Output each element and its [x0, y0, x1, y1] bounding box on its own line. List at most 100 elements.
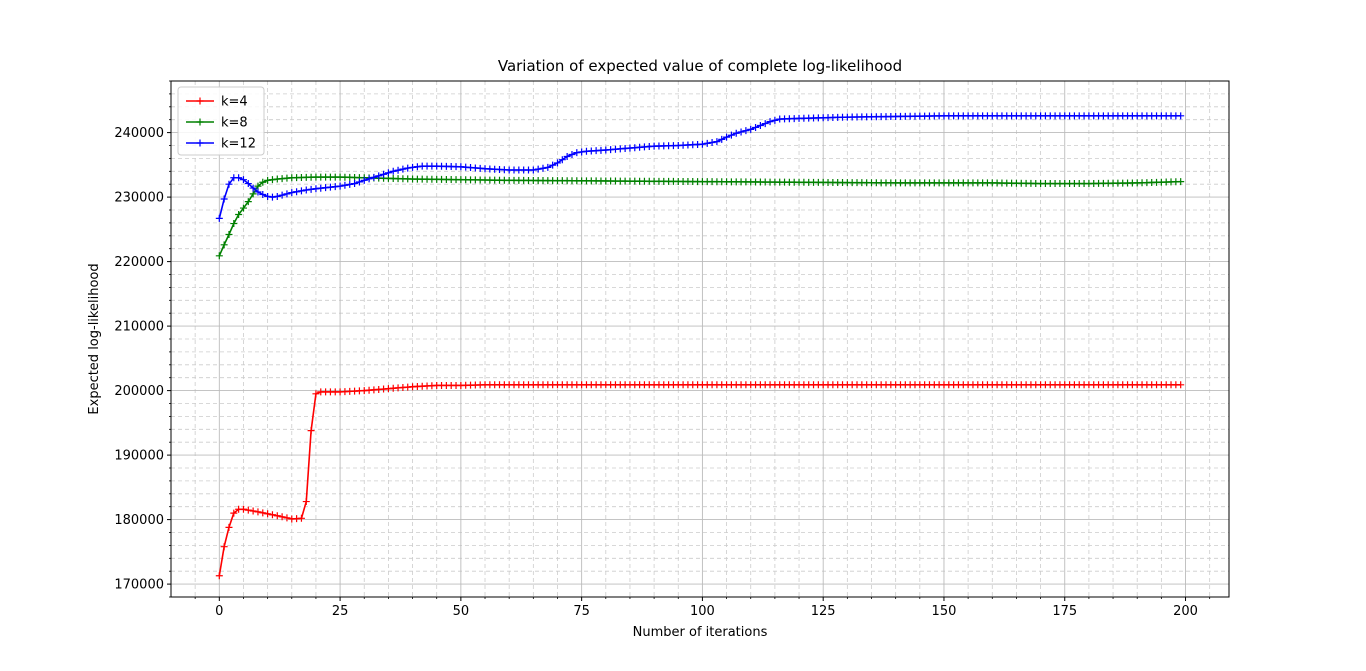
y-tick-label: 190000: [114, 449, 164, 464]
series-group: [215, 112, 1185, 580]
data-point: [756, 122, 764, 130]
data-point: [225, 180, 233, 188]
data-point: [215, 572, 223, 580]
data-point: [273, 512, 281, 520]
data-point: [399, 165, 407, 173]
chart-title: Variation of expected value of complete …: [498, 57, 902, 75]
data-point: [384, 169, 392, 177]
legend-label: k=8: [221, 116, 248, 131]
data-point: [336, 182, 344, 190]
data-point: [220, 543, 228, 551]
data-point: [264, 176, 272, 184]
data-point: [727, 131, 735, 139]
data-point: [235, 174, 243, 182]
data-point: [409, 163, 417, 171]
legend-item: k=4: [186, 95, 248, 110]
data-point: [264, 510, 272, 518]
y-tick-label: 210000: [114, 320, 164, 335]
data-point: [534, 165, 542, 173]
x-axis-label: Number of iterations: [633, 625, 768, 640]
x-tick-label: 50: [453, 604, 470, 619]
x-tick-label: 150: [932, 604, 957, 619]
data-point: [268, 176, 276, 184]
data-point: [737, 128, 745, 136]
data-point: [225, 523, 233, 531]
data-point: [259, 178, 267, 186]
x-tick-label: 175: [1052, 604, 1077, 619]
data-point: [215, 214, 223, 222]
data-point: [230, 220, 238, 228]
y-axis-label: Expected log-likelihood: [87, 263, 102, 414]
y-axis: 170000 180000 190000 200000 210000 220000 2300…: [114, 80, 171, 598]
data-point: [244, 180, 252, 188]
data-point: [239, 505, 247, 513]
data-point: [268, 511, 276, 519]
data-point: [747, 125, 755, 133]
data-point: [273, 192, 281, 200]
data-point: [230, 509, 238, 517]
data-point: [771, 116, 779, 124]
legend-label: k=12: [221, 137, 256, 152]
data-point: [558, 156, 566, 164]
data-point: [307, 185, 315, 193]
data-point: [355, 178, 363, 186]
data-point: [288, 189, 296, 197]
legend-marker: [196, 139, 204, 147]
data-point: [578, 148, 586, 156]
data-point: [341, 181, 349, 189]
series-k=4: [215, 381, 1185, 580]
data-point: [244, 198, 252, 206]
data-point: [297, 187, 305, 195]
data-point: [365, 175, 373, 183]
data-point: [539, 164, 547, 172]
legend-item: k=8: [186, 116, 248, 131]
data-point: [375, 172, 383, 180]
data-point: [307, 427, 315, 435]
data-point: [235, 211, 243, 219]
y-tick-label: 230000: [114, 191, 164, 206]
data-point: [549, 161, 557, 169]
data-point: [254, 508, 262, 516]
data-point: [380, 170, 388, 178]
legend-marker: [196, 97, 204, 105]
x-tick-label: 100: [690, 604, 715, 619]
data-point: [254, 188, 262, 196]
data-point: [297, 514, 305, 522]
data-point: [268, 193, 276, 201]
x-tick-label: 125: [811, 604, 836, 619]
data-point: [718, 135, 726, 143]
data-point: [370, 173, 378, 181]
data-point: [742, 127, 750, 135]
data-point: [293, 188, 301, 196]
data-point: [239, 204, 247, 212]
data-point: [723, 133, 731, 141]
data-point: [249, 184, 257, 192]
y-tick-label: 200000: [114, 384, 164, 399]
x-tick-label: 200: [1173, 604, 1198, 619]
data-point: [563, 152, 571, 160]
data-point: [283, 514, 291, 522]
data-point: [529, 166, 537, 174]
data-point: [708, 138, 716, 146]
legend: k=4 k=8 k=12: [177, 86, 265, 156]
data-point: [239, 176, 247, 184]
data-point: [244, 506, 252, 514]
data-point: [360, 176, 368, 184]
data-point: [220, 195, 228, 203]
data-point: [761, 120, 769, 128]
data-point: [302, 498, 310, 506]
data-point: [404, 164, 412, 172]
data-point: [215, 252, 223, 260]
y-tick-label: 170000: [114, 578, 164, 593]
y-tick-label: 240000: [114, 126, 164, 141]
data-point: [752, 123, 760, 131]
data-point: [389, 167, 397, 175]
grid: [171, 80, 1229, 598]
data-point: [259, 191, 267, 199]
series-k=8: [215, 173, 1185, 260]
legend-marker: [196, 118, 204, 126]
data-point: [1177, 178, 1185, 186]
series-line: [218, 115, 1181, 219]
y-tick-label: 180000: [114, 513, 164, 528]
